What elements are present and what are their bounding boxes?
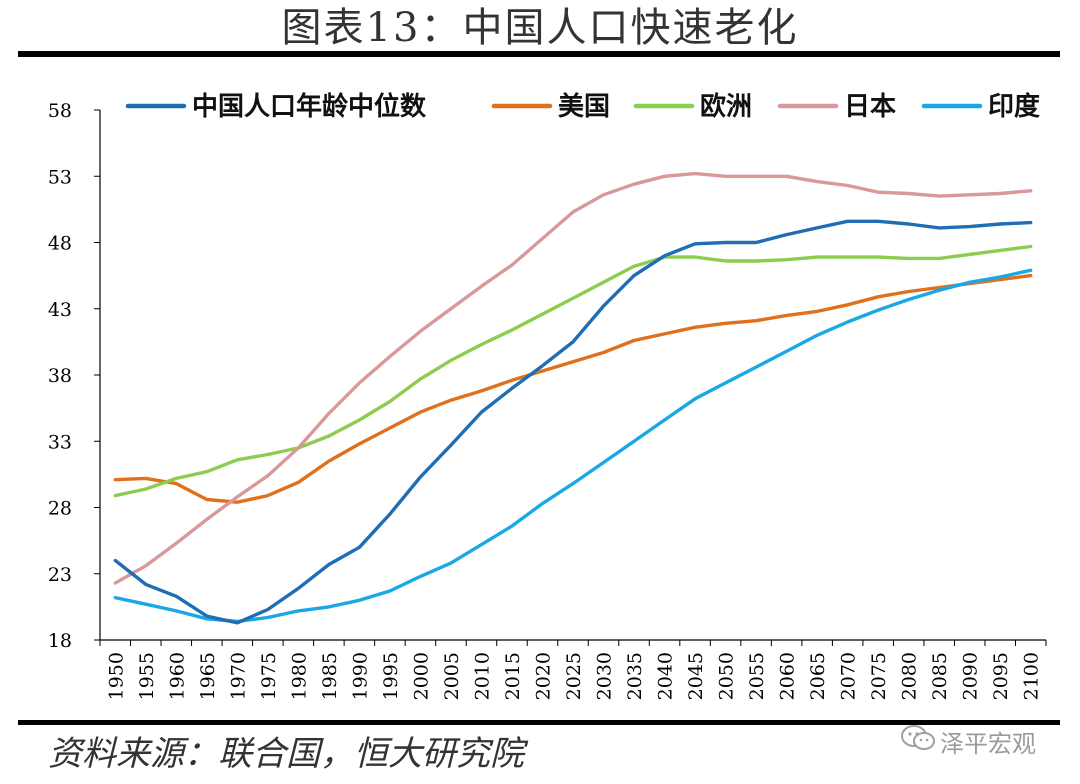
- legend-label-2: 欧洲: [700, 91, 752, 122]
- x-tick-label: 1975: [258, 652, 280, 700]
- y-tick-label: 48: [48, 233, 72, 255]
- x-tick-label: 1980: [288, 652, 310, 700]
- x-tick-label: 2015: [502, 652, 524, 700]
- x-tick-label: 2035: [624, 652, 646, 700]
- chart-axes: 18 23 28 33 38 43 48 53 58 1950 1955 1960 1965 1970 19…: [48, 100, 1047, 700]
- x-tick-label: 1985: [319, 652, 341, 700]
- x-tick-label: 2065: [807, 652, 829, 700]
- legend-label-0: 中国人口年龄中位数: [192, 91, 427, 122]
- y-tick-label: 18: [48, 630, 72, 652]
- y-tick-label: 28: [48, 498, 72, 520]
- source-note: 资料来源：联合国，恒大研究院: [48, 734, 524, 774]
- x-tick-label: 2020: [532, 652, 554, 700]
- legend-label-3: 日本: [844, 92, 896, 122]
- series-line-0: [113, 219, 1033, 625]
- x-tick-label: 2010: [471, 652, 493, 700]
- x-tick-label: 2050: [716, 652, 738, 700]
- chart-series: [113, 171, 1033, 625]
- x-tick-label: 2045: [685, 652, 707, 700]
- x-tick-label: 2075: [868, 652, 890, 700]
- x-tick-label: 2090: [960, 652, 982, 700]
- chart-title: 图表13：中国人口快速老化: [281, 5, 799, 51]
- x-tick-label: 2095: [990, 652, 1012, 700]
- y-tick-label: 43: [48, 299, 72, 321]
- top-rule: [18, 51, 1060, 57]
- wechat-icon: [901, 725, 935, 750]
- y-tick-label: 33: [48, 431, 72, 453]
- watermark-text: 泽平宏观: [940, 730, 1036, 758]
- y-tick-label: 58: [48, 100, 72, 122]
- x-tick-label: 1970: [227, 652, 249, 700]
- x-tick-label: 2025: [563, 652, 585, 700]
- x-tick-label: 2055: [746, 652, 768, 700]
- x-tick-label: 2100: [1021, 652, 1043, 700]
- y-tick-label: 53: [48, 166, 72, 188]
- x-tick-label: 2000: [410, 652, 432, 700]
- x-tick-label: 2085: [929, 652, 951, 700]
- series-line-4: [113, 268, 1033, 624]
- x-tick-label: 2080: [899, 652, 921, 700]
- bottom-rule: [18, 720, 1060, 725]
- legend-label-1: 美国: [558, 91, 610, 122]
- legend-label-4: 印度: [988, 91, 1040, 122]
- y-tick-label: 23: [48, 564, 72, 586]
- x-tick-label: 1950: [105, 652, 127, 700]
- x-tick-label: 2005: [441, 652, 463, 700]
- series-line-1: [113, 273, 1033, 504]
- chart-legend: 中国人口年龄中位数 美国 欧洲 日本 印度: [125, 91, 1040, 122]
- y-tick-label: 38: [48, 365, 72, 387]
- x-tick-label: 1995: [380, 652, 402, 700]
- x-tick-label: 1965: [197, 652, 219, 700]
- watermark: 泽平宏观: [900, 720, 1050, 758]
- x-tick-label: 2070: [838, 652, 860, 700]
- series-line-3: [113, 171, 1033, 585]
- x-tick-label: 1955: [136, 652, 158, 700]
- x-tick-label: 2040: [655, 652, 677, 700]
- line-chart: 18 23 28 33 38 43 48 53 58 1950 1955 1960 1965 1970 19…: [48, 91, 1047, 700]
- x-tick-label: 1990: [349, 652, 371, 700]
- x-tick-label: 2030: [594, 652, 616, 700]
- x-tick-label: 1960: [166, 652, 188, 700]
- series-line-2: [113, 244, 1033, 498]
- x-tick-label: 2060: [777, 652, 799, 700]
